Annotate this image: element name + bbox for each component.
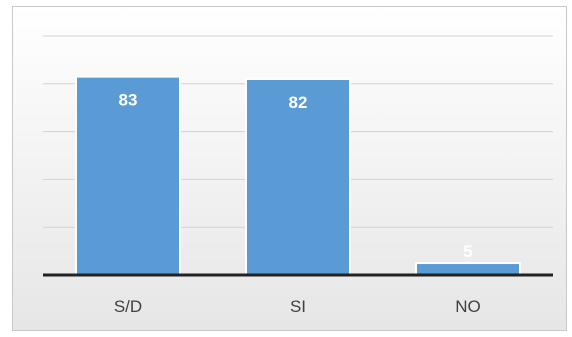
bars <box>75 75 521 276</box>
bar-chart: 83 82 5 S/D SI NO <box>43 35 553 316</box>
x-tick-label: NO <box>455 297 481 316</box>
chart-frame: 83 82 5 S/D SI NO <box>12 6 567 331</box>
x-tick-labels: S/D SI NO <box>114 297 481 316</box>
x-tick-label: S/D <box>114 297 142 316</box>
data-label: 83 <box>119 91 138 110</box>
data-labels: 83 82 5 <box>119 91 473 261</box>
bar-s-d <box>75 75 181 276</box>
x-tick-label: SI <box>290 297 306 316</box>
data-label: 82 <box>289 93 308 112</box>
bar-no <box>415 262 521 276</box>
data-label: 5 <box>463 242 472 261</box>
